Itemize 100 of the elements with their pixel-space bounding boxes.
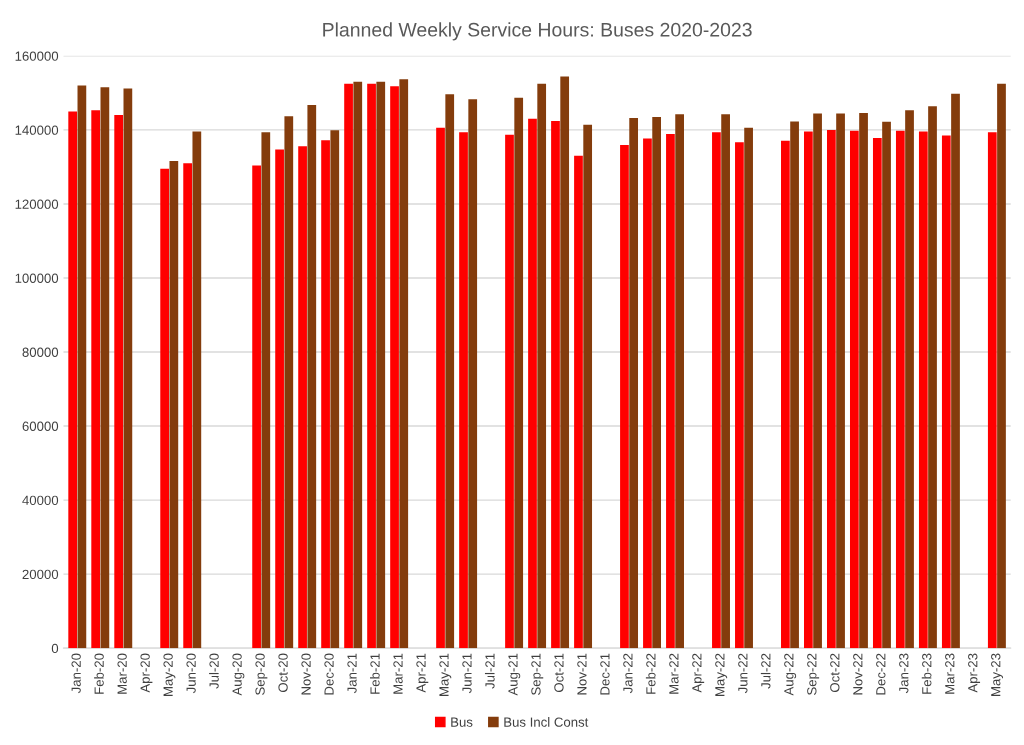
x-tick-label: Aug-21 (508, 653, 521, 696)
bar (721, 114, 730, 649)
bar (882, 121, 891, 649)
bar (298, 146, 307, 649)
bar (514, 97, 524, 649)
bar (583, 124, 593, 649)
bar (574, 155, 583, 649)
x-tick-label: Jan-22 (623, 653, 633, 694)
x-tick-label: May-22 (715, 653, 728, 696)
x-tick-label: Dec-20 (324, 653, 334, 695)
bar (100, 87, 110, 649)
x-tick-label: Oct-20 (278, 653, 288, 692)
x-tick-label: Dec-21 (600, 653, 610, 695)
x-tick-label: Jan-23 (899, 653, 909, 694)
x-tick-label: Oct-21 (554, 653, 564, 692)
bar (905, 110, 914, 649)
x-tick-label: Aug-22 (784, 653, 797, 696)
bar (169, 161, 179, 649)
bar (445, 94, 455, 649)
y-tick-label: 160000 (15, 51, 59, 61)
bar (307, 105, 317, 649)
bar (468, 99, 478, 649)
chart-title: Planned Weekly Service Hours: Buses 2020-2023 (323, 22, 752, 41)
bar (836, 113, 845, 649)
bar (261, 132, 271, 649)
bar (459, 132, 468, 649)
bar (367, 83, 376, 649)
bar (252, 165, 261, 649)
y-tick-label: 120000 (15, 199, 59, 209)
y-tick-label: 0 (51, 643, 59, 654)
bar (928, 106, 937, 649)
bar (551, 121, 560, 649)
x-tick-label: May-20 (163, 653, 176, 696)
bar (735, 142, 744, 649)
bar (390, 86, 399, 649)
x-tick-label: Jan-20 (71, 653, 81, 694)
bar (813, 113, 822, 649)
x-tick-label: Jul-20 (209, 653, 219, 689)
bar (675, 114, 684, 649)
x-tick-label: Jun-22 (738, 653, 748, 694)
bar (560, 76, 570, 649)
bar (91, 110, 101, 649)
x-tick-label: Jan-21 (347, 653, 357, 694)
x-tick-label: May-23 (991, 653, 1004, 696)
x-tick-label: Jun-21 (462, 653, 472, 694)
bar (399, 79, 409, 649)
bar (528, 118, 537, 649)
bar (68, 111, 78, 649)
bar (951, 93, 960, 649)
x-tick-label: Mar-21 (393, 653, 403, 694)
bar (997, 83, 1006, 649)
bar (160, 168, 170, 649)
y-tick-label: 80000 (22, 347, 59, 357)
bar (620, 145, 629, 649)
x-tick-label: Feb-21 (370, 653, 380, 694)
legend-label: Bus Incl Const (504, 717, 589, 727)
bar (183, 163, 192, 649)
x-tick-label: Jul-22 (760, 653, 771, 689)
bar (436, 127, 445, 649)
bar (781, 140, 790, 649)
x-tick-label: Nov-22 (853, 653, 863, 695)
x-tick-label: Oct-22 (830, 653, 840, 692)
x-tick-label: Jul-21 (484, 653, 495, 689)
bar (114, 115, 124, 649)
y-tick-label: 40000 (22, 495, 59, 505)
bar (744, 127, 753, 649)
bar (790, 121, 799, 649)
x-tick-label: Apr-22 (692, 653, 705, 693)
bar (827, 129, 836, 649)
x-tick-label: Mar-23 (945, 653, 955, 694)
bar (872, 138, 882, 649)
bar (123, 88, 133, 649)
x-tick-label: Feb-23 (921, 653, 932, 694)
bar (666, 133, 675, 649)
x-tick-label: Mar-22 (669, 653, 679, 694)
bar (987, 132, 997, 649)
x-tick-label: Nov-21 (577, 653, 587, 695)
x-tick-label: Sep-21 (531, 653, 544, 695)
bar (330, 130, 340, 649)
y-tick-label: 60000 (22, 421, 59, 431)
x-tick-label: Feb-20 (94, 653, 104, 694)
bar (712, 132, 721, 649)
x-tick-label: Dec-22 (876, 653, 886, 695)
bar (629, 118, 639, 649)
bar (376, 81, 386, 649)
x-tick-label: May-21 (439, 653, 452, 696)
x-tick-label: Sep-22 (807, 653, 820, 695)
bar (804, 131, 813, 649)
bar (537, 83, 547, 649)
x-tick-label: Aug-20 (232, 653, 245, 696)
x-tick-label: Feb-22 (645, 653, 656, 694)
bar (918, 131, 928, 649)
bar (895, 130, 905, 649)
x-tick-label: Apr-20 (140, 653, 153, 693)
x-tick-label: Jun-20 (186, 653, 196, 694)
x-tick-label: Sep-20 (255, 653, 268, 695)
bar (344, 83, 353, 649)
x-tick-label: Nov-20 (301, 653, 311, 695)
bar (192, 131, 202, 649)
y-tick-label: 140000 (15, 125, 59, 135)
